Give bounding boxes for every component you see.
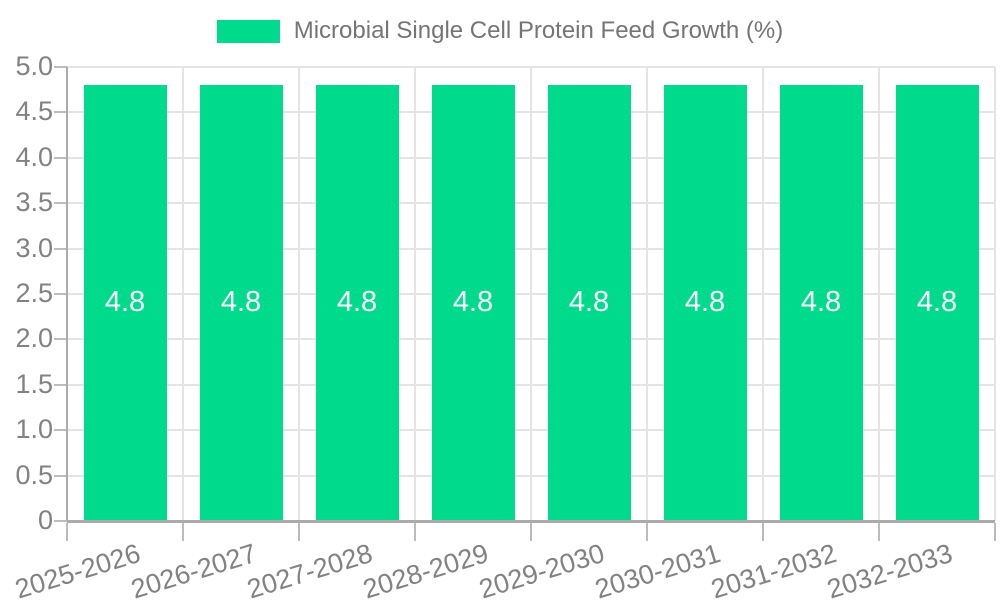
y-axis-tick [54,156,67,159]
legend-swatch [216,19,280,43]
gridline-vertical [878,67,880,521]
bar [83,85,167,521]
y-axis-tick-label: 4.0 [15,141,53,172]
y-axis-tick-label: 0 [37,505,53,535]
bar-value-label: 4.8 [916,286,958,319]
bar-value-label: 4.8 [684,286,726,319]
x-axis-tick [878,523,880,541]
bar [663,85,747,521]
y-axis-tick [54,66,67,68]
x-axis-tick-label: 2027-2028 [243,538,376,600]
x-axis-tick [414,523,416,541]
x-axis-tick-label: 2030-2031 [591,538,724,600]
bar [895,85,979,521]
y-axis-tick-label: 1.5 [15,368,53,399]
bar [199,85,283,521]
y-axis-tick-label: 4.5 [15,96,53,127]
gridline-vertical [646,67,648,521]
y-axis-tick [54,202,67,205]
y-axis-tick [54,111,67,114]
x-axis-tick [646,523,648,541]
bar-value-label: 4.8 [568,286,610,319]
x-axis-tick [298,523,300,541]
y-axis-tick-label: 3.0 [15,232,53,263]
bar [315,85,399,521]
x-axis-tick-label: 2025-2026 [11,538,144,600]
gridline-vertical [530,67,532,521]
gridline-vertical [414,67,416,521]
bar-value-label: 4.8 [336,286,378,319]
y-axis-tick [54,474,67,477]
y-axis-tick-label: 2.0 [15,323,53,354]
y-axis-tick-label: 0.5 [15,459,53,490]
y-axis-tick [54,429,67,432]
y-axis-line [66,67,68,521]
x-axis-tick [762,523,764,541]
x-axis-line [67,520,995,523]
y-axis-tick-label: 1.0 [15,414,53,445]
x-axis-tick [66,523,68,541]
y-axis-tick-label: 2.5 [15,278,53,308]
legend-label: Microbial Single Cell Protein Feed Growt… [293,17,784,44]
y-axis-tick [54,383,67,386]
x-axis-tick [994,523,996,541]
y-axis-tick [54,293,67,295]
y-axis-tick [54,338,67,341]
bar [431,85,515,521]
bar-value-label: 4.8 [104,286,146,319]
x-axis-tick [530,523,532,541]
x-axis-tick-label: 2028-2029 [359,538,492,600]
x-axis-tick-label: 2031-2032 [707,538,840,600]
legend[interactable]: Microbial Single Cell Protein Feed Growt… [0,17,1000,45]
x-axis-tick-label: 2029-2030 [475,538,608,600]
y-axis-tick [54,520,67,522]
x-axis-tick [182,523,184,541]
bar-value-label: 4.8 [800,286,842,319]
gridline-vertical [182,67,184,521]
x-axis-tick-label: 2032-2033 [823,538,956,600]
gridline-vertical [762,67,764,521]
bar [547,85,631,521]
x-axis-tick-label: 2026-2027 [127,538,260,600]
y-axis-tick-label: 5.0 [15,51,53,81]
y-axis-tick [54,247,67,250]
bar [779,85,863,521]
bar-value-label: 4.8 [452,286,494,319]
gridline-vertical [298,67,300,521]
gridline-vertical [994,67,996,521]
bar-value-label: 4.8 [220,286,262,319]
y-axis-tick-label: 3.5 [15,187,53,218]
